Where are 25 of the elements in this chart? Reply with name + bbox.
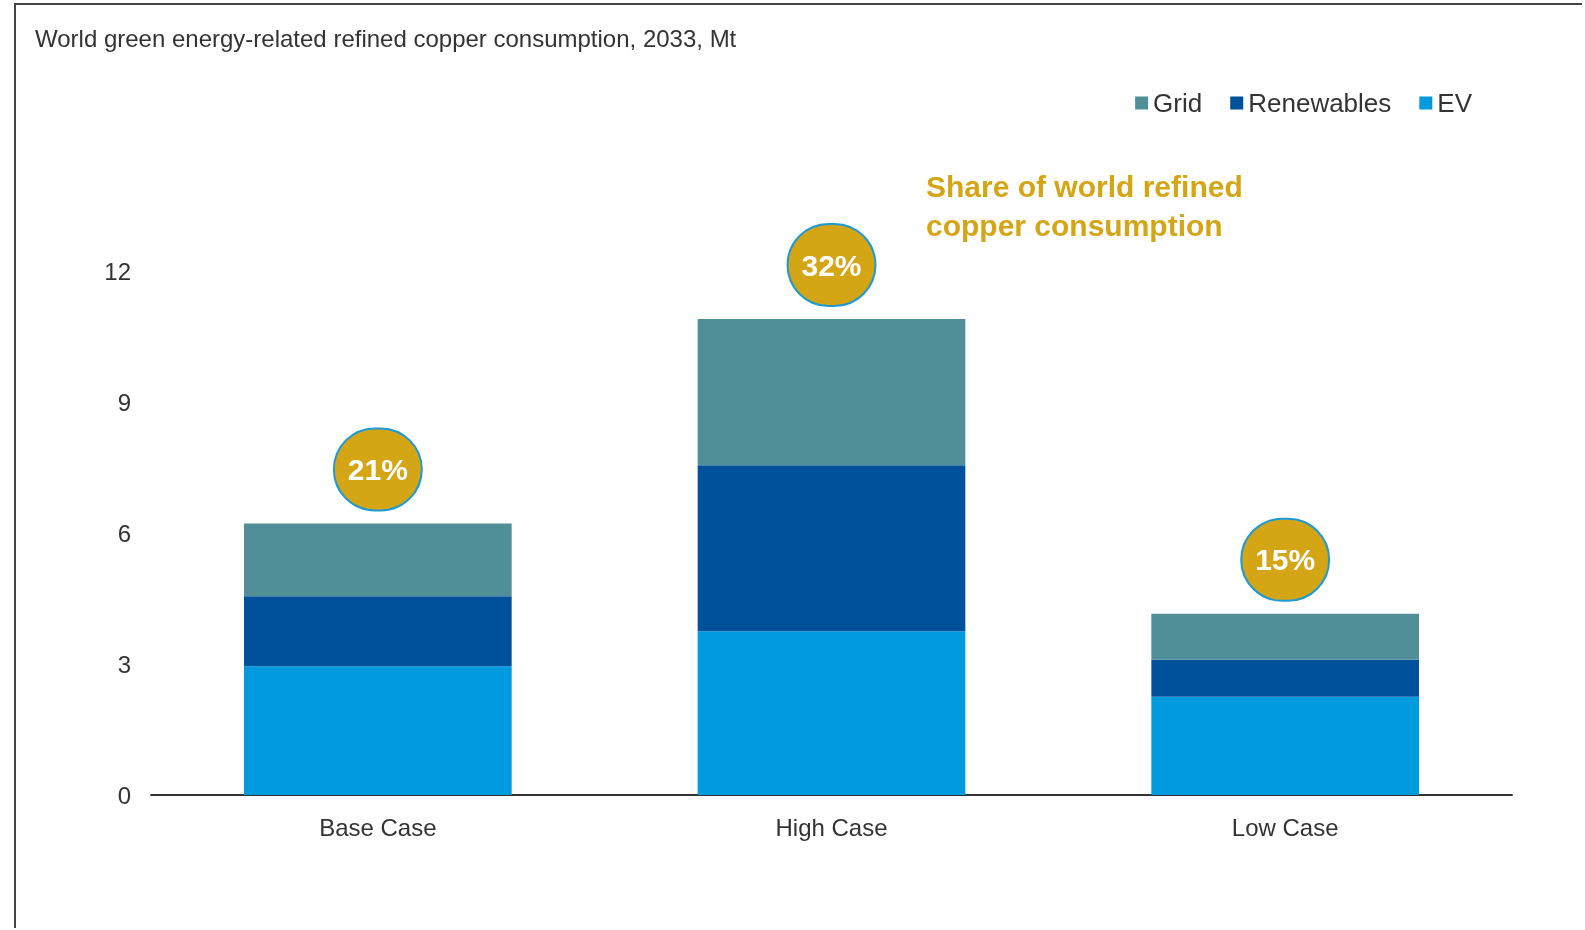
legend-label: Renewables (1248, 88, 1392, 118)
bar (244, 523, 512, 597)
text: Share of world refined copper consumption (926, 170, 1252, 242)
annotation: 15% (1255, 543, 1316, 577)
bar (1151, 696, 1419, 795)
x-tick-label: Low Case (1231, 813, 1339, 841)
bar (697, 465, 966, 632)
y-tick-label: 12 (104, 257, 131, 285)
chart-title: World green energy-related refined copper consumption, 2033, Mt (35, 24, 737, 52)
bar (697, 631, 966, 795)
y-tick-label: 6 (117, 519, 131, 547)
annotation: 32% (801, 248, 862, 282)
legend-label: Grid (1153, 88, 1203, 118)
bar (697, 319, 966, 466)
bar (244, 596, 512, 667)
bar (244, 666, 512, 795)
bar (1151, 613, 1419, 660)
y-tick-label: 0 (117, 781, 131, 809)
bar (1151, 659, 1419, 697)
annotation: 21% (347, 452, 408, 486)
y-tick-label: 3 (117, 650, 131, 678)
y-tick-label: 9 (117, 388, 131, 416)
x-tick-label: Base Case (319, 813, 437, 841)
x-tick-label: High Case (775, 813, 888, 841)
legend-label: EV (1437, 88, 1473, 118)
